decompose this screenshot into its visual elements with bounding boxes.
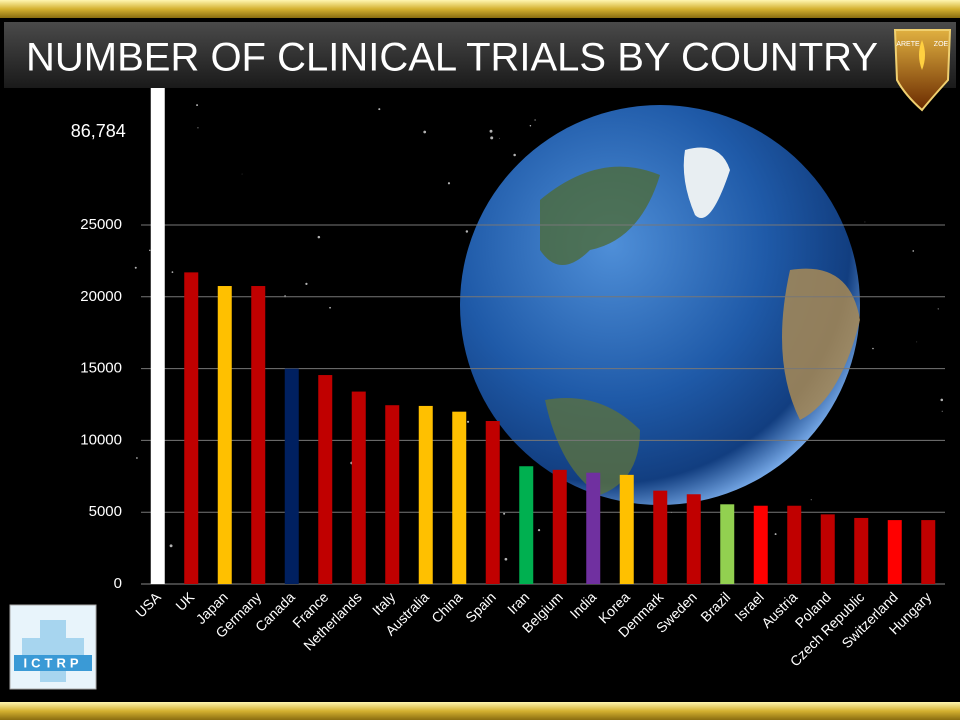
globe-land: [540, 166, 660, 265]
star: [134, 266, 137, 269]
star: [864, 221, 866, 223]
bar: [485, 421, 500, 584]
star: [169, 544, 173, 548]
bar: [418, 405, 433, 584]
star: [941, 410, 943, 412]
bar: [720, 504, 735, 584]
star: [810, 499, 812, 501]
star: [241, 173, 243, 175]
globe-land: [782, 268, 860, 420]
bar: [921, 520, 936, 584]
logo-band: [14, 655, 92, 671]
bar: [619, 474, 634, 584]
bar: [150, 88, 165, 584]
bar: [552, 469, 567, 584]
y-tick-label: 15000: [80, 360, 122, 377]
bar: [452, 411, 467, 584]
star: [529, 125, 532, 127]
bar: [217, 286, 232, 584]
bar: [820, 514, 835, 584]
star: [423, 130, 427, 134]
star: [136, 457, 138, 459]
star: [329, 306, 331, 309]
slide-title: NUMBER OF CLINICAL TRIALS BY COUNTRY: [26, 36, 878, 80]
logo-cross: [22, 620, 84, 682]
star: [378, 108, 381, 111]
y-tick-label: 5000: [89, 503, 122, 520]
star: [513, 153, 516, 157]
plot-area: [150, 88, 936, 584]
star: [537, 528, 541, 532]
star: [489, 129, 493, 133]
star: [197, 127, 199, 129]
star: [503, 512, 506, 515]
bar: [519, 466, 534, 584]
bar: [586, 472, 601, 584]
star: [498, 137, 500, 139]
y-tick-label: 20000: [80, 288, 122, 305]
top-logo: ARETE ZOE: [893, 29, 952, 112]
bar: [284, 368, 299, 584]
star: [465, 230, 469, 233]
star: [447, 182, 451, 185]
logo-word: ZOE: [934, 41, 949, 48]
logo-flame: [919, 40, 925, 70]
bar: [653, 490, 668, 584]
star: [937, 308, 939, 310]
bar: [854, 517, 869, 584]
bottom-logo: ICTRP: [9, 604, 97, 690]
star: [490, 136, 494, 140]
star: [912, 250, 915, 252]
star: [149, 249, 151, 252]
bar: [686, 494, 701, 584]
bar: [753, 505, 768, 584]
bar: [385, 405, 400, 584]
star: [940, 398, 944, 402]
star: [196, 104, 199, 107]
bar: [887, 520, 902, 584]
star: [774, 533, 777, 536]
star: [171, 271, 174, 273]
star: [305, 282, 308, 286]
bar: [787, 505, 802, 584]
star: [466, 420, 470, 423]
logo-text: ICTRP: [24, 655, 83, 670]
bar: [184, 272, 199, 584]
value-label: 86,784: [71, 121, 126, 141]
title-bar: [4, 22, 956, 88]
y-tick-label: 10000: [80, 431, 122, 448]
bottom-border: [0, 702, 960, 720]
star: [872, 347, 874, 350]
y-tick-label: 25000: [80, 216, 122, 233]
star: [504, 557, 508, 561]
globe-ice: [683, 147, 730, 218]
star: [916, 341, 918, 343]
bar: [251, 286, 266, 584]
globe-land: [545, 398, 640, 495]
star: [317, 235, 321, 239]
star: [534, 119, 536, 121]
bar: [318, 375, 333, 584]
logo-shield: [893, 29, 952, 112]
y-tick-label: 0: [114, 575, 122, 592]
logo-word: ARETE: [896, 41, 920, 48]
top-border: [0, 0, 960, 18]
bar: [351, 391, 366, 584]
